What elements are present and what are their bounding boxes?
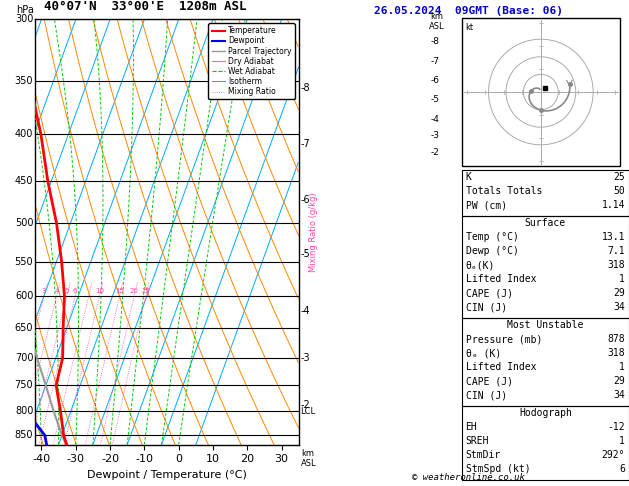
Text: 15: 15 [115, 288, 124, 294]
Text: 600: 600 [15, 291, 33, 301]
Text: K: K [465, 172, 472, 182]
Bar [462, 170, 629, 216]
Text: 34: 34 [613, 390, 625, 400]
Text: 750: 750 [14, 381, 33, 390]
Text: 318: 318 [608, 260, 625, 270]
Text: -2: -2 [300, 399, 309, 410]
Text: 450: 450 [14, 176, 33, 187]
Text: Most Unstable: Most Unstable [507, 320, 584, 330]
Text: km
ASL: km ASL [429, 12, 445, 32]
Text: 1.14: 1.14 [601, 200, 625, 210]
Text: CAPE (J): CAPE (J) [465, 288, 513, 298]
Text: 500: 500 [14, 219, 33, 228]
Text: -8: -8 [431, 37, 440, 46]
Text: 1: 1 [619, 436, 625, 446]
Text: -12: -12 [608, 422, 625, 432]
Text: 350: 350 [14, 76, 33, 86]
Text: 550: 550 [14, 257, 33, 266]
Text: 5: 5 [65, 288, 69, 294]
Text: -4: -4 [300, 306, 309, 316]
Text: 20: 20 [130, 288, 138, 294]
Bar [462, 406, 629, 480]
Text: -5: -5 [300, 249, 309, 259]
Text: Lifted Index: Lifted Index [465, 362, 536, 372]
Text: 25: 25 [142, 288, 150, 294]
Text: Temp (°C): Temp (°C) [465, 232, 518, 242]
Text: -7: -7 [300, 139, 309, 149]
Text: CIN (J): CIN (J) [465, 390, 507, 400]
Text: Totals Totals: Totals Totals [465, 186, 542, 196]
Bar [462, 216, 629, 318]
Text: θₑ (K): θₑ (K) [465, 348, 501, 358]
Text: 1: 1 [619, 274, 625, 284]
Text: 318: 318 [608, 348, 625, 358]
Text: -6: -6 [300, 195, 309, 206]
Text: Mixing Ratio (g/kg): Mixing Ratio (g/kg) [309, 192, 318, 272]
Text: hPa: hPa [16, 5, 34, 15]
Text: SREH: SREH [465, 436, 489, 446]
Text: Lifted Index: Lifted Index [465, 274, 536, 284]
Text: StmDir: StmDir [465, 450, 501, 460]
Text: PW (cm): PW (cm) [465, 200, 507, 210]
Text: CIN (J): CIN (J) [465, 302, 507, 312]
Text: θₑ(K): θₑ(K) [465, 260, 495, 270]
Text: -4: -4 [431, 115, 440, 124]
Text: -2: -2 [431, 148, 440, 156]
Text: 6: 6 [73, 288, 77, 294]
Text: Pressure (mb): Pressure (mb) [465, 334, 542, 344]
Text: -3: -3 [431, 132, 440, 140]
Text: 25: 25 [613, 172, 625, 182]
Text: 29: 29 [613, 288, 625, 298]
Text: 4: 4 [55, 288, 59, 294]
X-axis label: Dewpoint / Temperature (°C): Dewpoint / Temperature (°C) [87, 470, 247, 480]
Text: StmSpd (kt): StmSpd (kt) [465, 464, 530, 474]
Text: 700: 700 [14, 353, 33, 363]
Text: © weatheronline.co.uk: © weatheronline.co.uk [412, 473, 525, 482]
Text: 40°07'N  33°00'E  1208m ASL: 40°07'N 33°00'E 1208m ASL [44, 0, 247, 13]
Text: 29: 29 [613, 376, 625, 386]
Text: 7.1: 7.1 [608, 246, 625, 256]
Text: 6: 6 [619, 464, 625, 474]
Text: 300: 300 [15, 15, 33, 24]
Bar [462, 18, 620, 166]
Text: Dewp (°C): Dewp (°C) [465, 246, 518, 256]
Bar [462, 318, 629, 406]
Text: 292°: 292° [601, 450, 625, 460]
Text: kt: kt [465, 23, 474, 32]
Text: -3: -3 [300, 353, 309, 364]
Text: CAPE (J): CAPE (J) [465, 376, 513, 386]
Text: km
ASL: km ASL [301, 449, 317, 469]
Text: 3: 3 [42, 288, 46, 294]
Text: 34: 34 [613, 302, 625, 312]
Text: -6: -6 [431, 76, 440, 86]
Text: LCL: LCL [300, 407, 315, 416]
Text: 13.1: 13.1 [601, 232, 625, 242]
Text: 50: 50 [613, 186, 625, 196]
Text: 26.05.2024  09GMT (Base: 06): 26.05.2024 09GMT (Base: 06) [374, 6, 563, 16]
Text: -8: -8 [300, 83, 309, 93]
Text: -7: -7 [431, 57, 440, 66]
Legend: Temperature, Dewpoint, Parcel Trajectory, Dry Adiabat, Wet Adiabat, Isotherm, Mi: Temperature, Dewpoint, Parcel Trajectory… [208, 23, 295, 99]
Text: -5: -5 [431, 95, 440, 104]
Text: 650: 650 [14, 323, 33, 333]
Text: Hodograph: Hodograph [519, 408, 572, 418]
Text: 800: 800 [15, 406, 33, 416]
Text: EH: EH [465, 422, 477, 432]
Text: 400: 400 [15, 129, 33, 139]
Text: 10: 10 [95, 288, 104, 294]
Text: 1: 1 [619, 362, 625, 372]
Text: 850: 850 [14, 431, 33, 440]
Text: 878: 878 [608, 334, 625, 344]
Text: Surface: Surface [525, 218, 566, 228]
